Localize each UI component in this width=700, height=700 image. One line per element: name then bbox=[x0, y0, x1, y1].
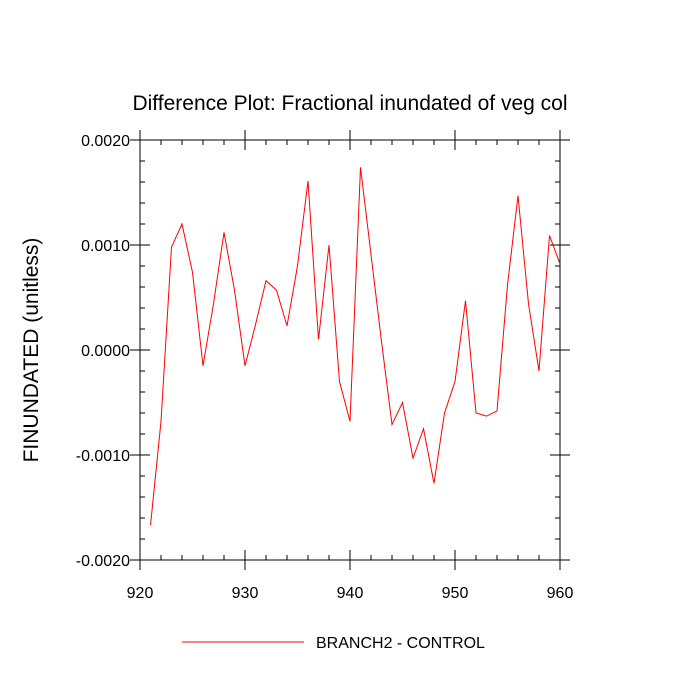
x-tick-label: 960 bbox=[547, 585, 574, 602]
plot-frame bbox=[139, 139, 561, 561]
y-tick-label: 0.0010 bbox=[81, 238, 130, 255]
x-tick-label: 920 bbox=[127, 585, 154, 602]
y-tick-label: 0.0000 bbox=[81, 343, 130, 360]
chart-title: Difference Plot: Fractional inundated of… bbox=[132, 92, 567, 115]
y-tick-label: -0.0010 bbox=[76, 448, 130, 465]
x-tick-label: 950 bbox=[442, 585, 469, 602]
y-axis-label: FINUNDATED (unitless) bbox=[20, 238, 43, 463]
y-tick-label: 0.0020 bbox=[81, 133, 130, 150]
y-tick-label: -0.0020 bbox=[76, 553, 130, 570]
series-line bbox=[150, 167, 561, 526]
x-tick-label: 930 bbox=[232, 585, 259, 602]
x-tick-label: 940 bbox=[337, 585, 364, 602]
legend-label: BRANCH2 - CONTROL bbox=[316, 635, 485, 652]
